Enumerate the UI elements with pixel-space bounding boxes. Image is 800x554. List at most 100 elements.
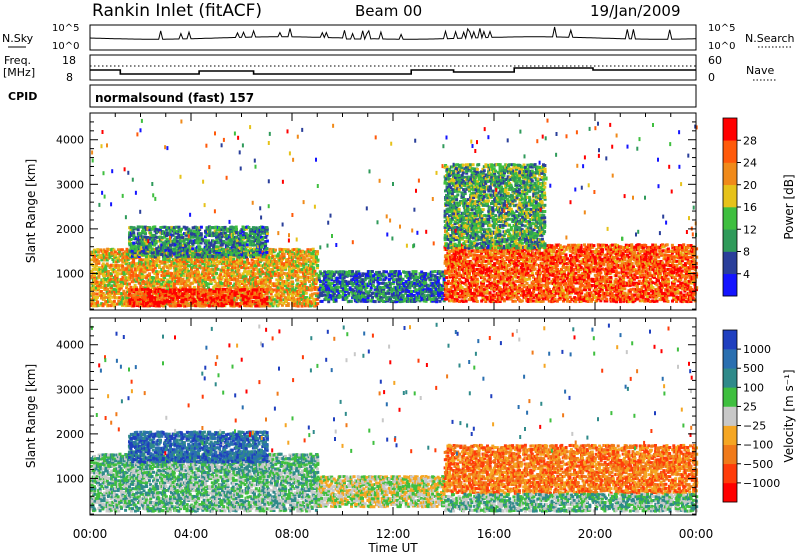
echo-cell (237, 281, 241, 285)
echo-cell (208, 276, 212, 280)
echo-cell (150, 266, 154, 270)
echo-cell (247, 281, 251, 285)
echo-cell (128, 303, 132, 307)
echo-cell (143, 258, 147, 262)
echo-cell (100, 285, 104, 289)
echo-cell (268, 286, 272, 289)
echo-cell (110, 300, 114, 304)
echo-cell (246, 257, 249, 261)
echo-cell (133, 264, 137, 268)
echo-cell (167, 294, 171, 298)
echo-cell (217, 262, 221, 265)
echo-cell (90, 270, 94, 273)
echo-cell (213, 280, 217, 284)
echo-cell (258, 278, 262, 282)
echo-cell (202, 262, 206, 265)
echo-cell (124, 280, 127, 284)
echo-cell (199, 225, 203, 229)
echo-cell (247, 280, 251, 283)
echo-cell (154, 294, 158, 298)
echo-cell (157, 280, 161, 284)
echo-cell (300, 298, 304, 301)
echo-cell (156, 278, 160, 282)
echo-cell (148, 266, 151, 270)
echo-cell (280, 294, 283, 298)
echo-cell (232, 284, 235, 288)
echo-cell (370, 270, 374, 273)
echo-cell (144, 283, 148, 287)
echo-cell (237, 268, 241, 272)
echo-cell (289, 274, 293, 277)
echo-cell (265, 256, 269, 260)
echo-cell (214, 266, 218, 270)
nsky-tick-bottom: 10^0 (52, 41, 79, 52)
echo-cell (142, 302, 146, 306)
echo-cell (96, 254, 100, 258)
echo-cell (292, 292, 296, 296)
echo-cell (296, 252, 300, 256)
echo-cell (289, 291, 293, 295)
echo-cell (150, 262, 154, 266)
echo-cell (264, 282, 268, 286)
echo-cell (140, 275, 144, 279)
echo-cell (277, 288, 281, 292)
echo-cell (269, 292, 273, 296)
echo-cell (308, 296, 312, 300)
echo-cell (226, 270, 230, 274)
echo-cell (228, 281, 232, 285)
echo-cell (243, 270, 247, 274)
echo-cell (178, 276, 182, 280)
echo-cell (128, 292, 132, 296)
echo-cell (135, 274, 139, 278)
echo-cell (305, 270, 308, 274)
echo-cell (309, 304, 313, 308)
nave-label: Nave (746, 64, 774, 77)
echo-cell (106, 287, 110, 291)
echo-cell (122, 253, 126, 257)
echo-cell (146, 260, 150, 264)
echo-cell (212, 260, 215, 264)
echo-cell (382, 270, 386, 274)
echo-cell (225, 264, 229, 267)
echo-cell (277, 274, 281, 278)
echo-cell (291, 280, 294, 284)
echo-cell (296, 264, 300, 268)
echo-cell (244, 278, 248, 282)
echo-cell (125, 254, 129, 258)
echo-cell (337, 285, 341, 289)
echo-cell (167, 288, 171, 292)
echo-cell (424, 278, 428, 282)
echo-cell (188, 274, 192, 278)
echo-cell (338, 270, 342, 274)
echo-cell (276, 286, 280, 290)
echo-cell (275, 288, 279, 292)
echo-cell (198, 302, 202, 305)
echo-cell (213, 268, 217, 272)
echo-cell (286, 271, 290, 275)
echo-cell (261, 266, 265, 269)
echo-cell (311, 270, 315, 274)
echo-cell (313, 272, 317, 276)
echo-cell (167, 280, 171, 284)
echo-cell (371, 295, 374, 299)
echo-cell (161, 272, 165, 275)
echo-cell (285, 262, 289, 266)
echo-cell (179, 286, 183, 290)
echo-cell (131, 276, 135, 280)
echo-cell (307, 286, 311, 290)
echo-cell (315, 250, 319, 254)
echo-cell (99, 291, 103, 295)
freq-label: Freq. (4, 54, 31, 67)
echo-cell (114, 278, 118, 282)
echo-cell (161, 266, 165, 270)
echo-cell (160, 282, 164, 286)
echo-cell (243, 282, 247, 286)
echo-cell (102, 248, 106, 252)
echo-cell (265, 288, 269, 291)
echo-cell (118, 258, 122, 262)
echo-cell (244, 262, 248, 266)
echo-cell (302, 263, 306, 267)
echo-cell (338, 294, 342, 298)
echo-cell (191, 270, 195, 274)
echo-cell (206, 266, 210, 269)
